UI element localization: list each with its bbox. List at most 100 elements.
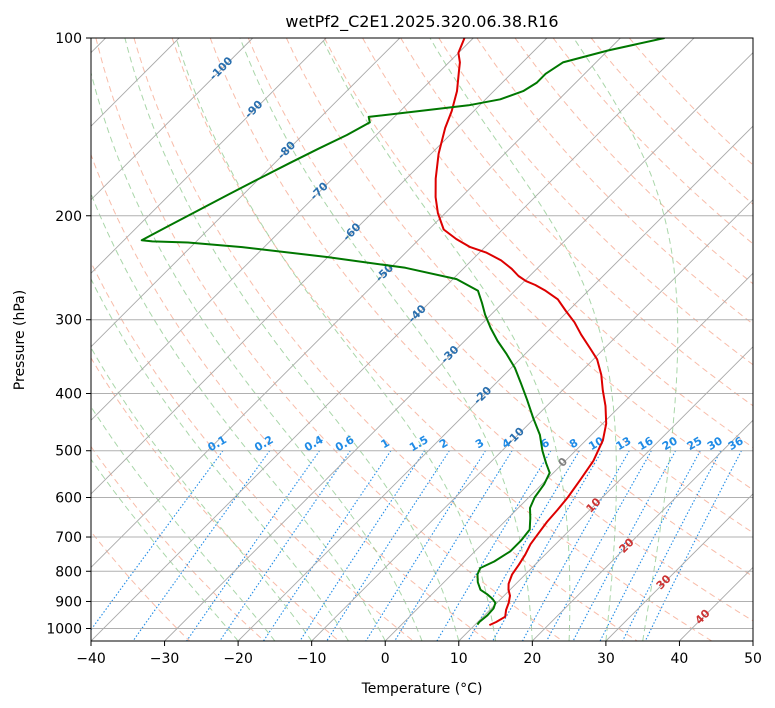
dry-adiabat: [171, 38, 713, 641]
y-axis: 100 200 300 400 500 600 700 800 900 1000: [46, 31, 91, 637]
sounding-series: [140, 38, 665, 627]
mixing-ratio-line: [572, 450, 677, 641]
moist-adiabat: [91, 70, 423, 641]
x-tick-label: 50: [744, 651, 762, 667]
x-tick-label: 40: [671, 651, 689, 667]
y-tick-label: 800: [55, 564, 82, 580]
skewed-isotherm: [531, 419, 753, 641]
mixing-ratio-line: [599, 450, 701, 641]
temperature-line: [434, 38, 608, 627]
dry-adiabats: [91, 38, 753, 641]
x-tick-label: −40: [76, 651, 106, 667]
dry-adiabat: [95, 38, 563, 641]
skewed-isotherm: [311, 199, 753, 641]
y-tick-label: 200: [55, 209, 82, 225]
moist-adiabat: [91, 192, 386, 641]
skewed-isotherm: [91, 38, 621, 569]
plot-frame: [90, 37, 754, 642]
x-tick-label: 30: [597, 651, 615, 667]
mixing-ratio-line: [263, 450, 392, 641]
mixing-ratio-line: [299, 450, 426, 641]
mixing-ratio-label: 3: [473, 436, 486, 451]
dry-adiabat: [133, 38, 638, 641]
y-tick-label: 300: [55, 313, 82, 329]
skewed-isotherm: [458, 346, 753, 641]
skewed-isotherm: [237, 125, 753, 641]
y-tick-label: 900: [55, 594, 82, 610]
x-tick-label: −10: [297, 651, 327, 667]
dry-adiabat: [209, 38, 753, 622]
mixing-ratio-lines: [91, 450, 742, 641]
mixing-ratio-label: 1: [379, 436, 392, 451]
mixing-ratio-label: 2: [437, 436, 450, 451]
skewed-isotherm: [91, 38, 254, 201]
isotherm-label: -30: [438, 343, 461, 366]
moist-adiabat: [429, 38, 617, 641]
mixing-ratio-line: [467, 450, 580, 641]
isotherm-label: 0: [556, 455, 571, 470]
mixing-ratio-label: 8: [567, 436, 580, 451]
mixing-ratio-line: [622, 450, 722, 641]
dry-adiabat: [91, 445, 265, 641]
y-tick-label: 600: [55, 490, 82, 506]
x-tick-label: 10: [450, 651, 468, 667]
moist-adiabat: [91, 346, 313, 641]
isotherm-label: -60: [340, 220, 363, 243]
x-axis: −40 −30 −20 −10 0 10 20 30 40 50: [76, 641, 762, 667]
skewed-isotherm: [91, 38, 327, 274]
dewpoint-line: [140, 38, 665, 626]
y-tick-label: 700: [55, 530, 82, 546]
dry-adiabat: [552, 38, 753, 245]
isotherm-label: -20: [471, 384, 494, 407]
isotherm-label: 40: [693, 607, 713, 627]
isobar-grid: [91, 38, 753, 629]
plot-area: 0.1 0.2 0.4 0.6 1 1.5 2 3 4 6 8 10 13 16 20 25 30 36-100-…: [91, 38, 753, 641]
dry-adiabat: [91, 356, 340, 641]
x-tick-label: 0: [381, 651, 390, 667]
dry-adiabat: [91, 261, 414, 641]
mixing-ratio-line: [365, 450, 486, 641]
dry-adiabat: [324, 38, 753, 491]
y-tick-label: 500: [55, 444, 82, 460]
mixing-ratio-line: [436, 450, 552, 641]
skewed-isotherm-grid: [91, 38, 753, 641]
skewed-isotherm: [752, 640, 753, 641]
isotherm-label: -80: [275, 138, 298, 161]
skewed-isotherm: [91, 38, 548, 495]
skewed-isotherm: [91, 38, 474, 421]
y-tick-label: 1000: [46, 621, 82, 637]
moist-adiabat: [124, 38, 460, 641]
mixing-ratio-line: [546, 450, 652, 641]
overlay-labels: 0.1 0.2 0.4 0.6 1 1.5 2 3 4 6 8 10 13 16 20 25 30 36-100-…: [205, 54, 745, 627]
x-axis-label: Temperature (°C): [361, 681, 483, 697]
skewed-isotherm: [91, 38, 695, 641]
dry-adiabat: [247, 38, 753, 578]
moist-adiabat: [91, 277, 349, 641]
skewed-isotherm: [164, 51, 753, 641]
moist-adiabat: [91, 405, 276, 641]
moist-adiabat: [321, 38, 571, 641]
y-tick-label: 100: [55, 31, 82, 47]
isotherm-label: -100: [207, 54, 236, 83]
moist-adiabats: [91, 38, 679, 641]
mixing-ratio-line: [522, 450, 630, 641]
mixing-ratio-line: [219, 450, 351, 641]
dry-adiabat: [590, 38, 753, 205]
isotherm-label: 10: [584, 495, 604, 515]
x-tick-label: 20: [523, 651, 541, 667]
dry-adiabat: [91, 530, 191, 641]
moist-adiabat: [175, 38, 497, 641]
isotherm-label: -40: [406, 302, 429, 325]
dry-adiabat: [438, 38, 753, 366]
y-tick-label: 400: [55, 387, 82, 403]
skewed-isotherm: [605, 493, 753, 641]
mixing-ratio-line: [394, 450, 513, 641]
moist-adiabat: [239, 38, 533, 641]
skewed-isotherm: [679, 566, 753, 641]
x-tick-label: −30: [150, 651, 180, 667]
mixing-ratio-line: [326, 450, 450, 641]
dry-adiabat: [400, 38, 753, 407]
isotherm-label: -90: [242, 98, 265, 121]
chart-title: wetPf2_C2E1.2025.320.06.38.R16: [285, 12, 558, 32]
